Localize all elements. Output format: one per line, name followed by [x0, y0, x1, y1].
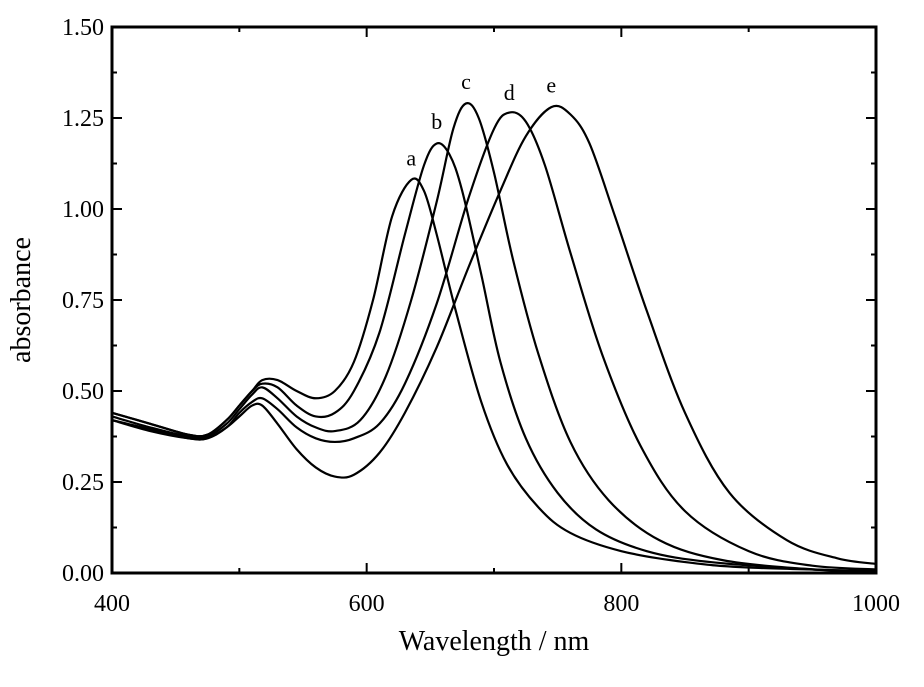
curve-label-c: c [461, 69, 471, 94]
y-tick-label-0.25: 0.25 [62, 470, 104, 496]
y-tick-label-0.5: 0.50 [62, 379, 104, 405]
y-tick-label-0.75: 0.75 [62, 288, 104, 314]
y-tick-label-1: 1.00 [62, 197, 104, 223]
series-line-e [111, 104, 877, 565]
series-line-b [111, 142, 877, 573]
series-line-d [111, 111, 877, 571]
y-tick-label-1.5: 1.50 [62, 15, 104, 41]
curve-label-d: d [504, 80, 515, 105]
curve-label-a: a [406, 145, 416, 170]
series-line-a [111, 177, 877, 573]
ticks-layer: 400 600 800 1000 0.00 0.25 0.50 0.75 1.00 1.25 1.5… [62, 15, 900, 617]
series-layer [111, 101, 877, 573]
curve-label-b: b [431, 109, 442, 134]
y-tick-label-1.25: 1.25 [62, 106, 104, 132]
x-axis-title: Wavelength / nm [399, 626, 590, 657]
curve-labels-layer: abc d e [406, 69, 556, 170]
x-tick-label-600: 600 [349, 591, 385, 617]
plot-frame [110, 25, 878, 575]
curve-label-e: e [546, 73, 556, 98]
x-tick-label-1000: 1000 [852, 591, 900, 617]
series-line-c [111, 101, 877, 573]
y-axis-title: absorbance [6, 237, 37, 363]
y-tick-label-0: 0.00 [62, 561, 104, 587]
x-tick-label-800: 800 [603, 591, 639, 617]
x-tick-label-400: 400 [94, 591, 130, 617]
